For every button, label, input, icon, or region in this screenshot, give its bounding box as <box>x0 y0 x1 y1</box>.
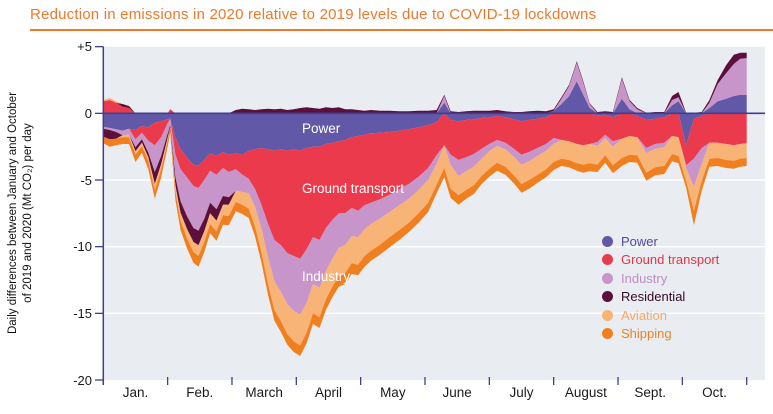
y-tick-label: -5 <box>80 172 92 188</box>
x-month-label: March <box>245 385 283 400</box>
x-month-label: May <box>380 385 406 400</box>
legend-dot-aviation <box>602 309 613 321</box>
legend-label: Power <box>621 233 658 249</box>
legend-dot-industry <box>602 272 613 284</box>
legend-dot-ground-transport <box>602 254 613 266</box>
x-month-label: April <box>314 385 342 400</box>
x-month-label: Sept. <box>634 385 666 400</box>
legend-item-industry: Industry <box>602 269 719 288</box>
legend-dot-power <box>602 235 613 247</box>
area-band-industry <box>103 58 747 114</box>
y-tick-label: -15 <box>73 305 92 321</box>
area-band-power <box>103 81 747 114</box>
y-tick-label: 0 <box>84 105 92 121</box>
x-month-label: Oct. <box>702 385 727 400</box>
legend-item-shipping: Shipping <box>602 325 719 344</box>
legend-item-ground-transport: Ground transport <box>602 251 719 270</box>
area-band-power <box>103 113 747 166</box>
x-month-label: June <box>442 385 472 400</box>
legend-label: Industry <box>621 270 668 286</box>
chart-title: Reduction in emissions in 2020 relative … <box>30 6 597 23</box>
y-tick-label: -20 <box>73 372 92 388</box>
y-axis-title: Daily differences between January and Oc… <box>6 13 36 413</box>
area-label-ground-transport: Ground transport <box>302 181 405 196</box>
legend-item-residential: Residential <box>602 288 719 307</box>
y-axis-title-line2: of 2019 and 2020 (Mt CO₂) per day <box>21 123 34 303</box>
x-month-label: August <box>564 385 607 400</box>
y-tick-label: -10 <box>73 239 92 255</box>
legend: Power Ground transport Industry Residential… <box>602 232 719 343</box>
legend-label: Residential <box>621 289 686 305</box>
legend-label: Aviation <box>621 307 668 323</box>
x-month-label: Feb. <box>186 385 214 400</box>
x-month-label: July <box>509 385 534 400</box>
legend-item-aviation: Aviation <box>602 306 719 325</box>
legend-dot-residential <box>602 291 613 303</box>
area-label-power: Power <box>302 121 341 136</box>
y-tick-label: +5 <box>77 39 92 55</box>
legend-label: Ground transport <box>621 252 720 268</box>
legend-item-power: Power <box>602 232 719 251</box>
y-axis-title-line1: Daily differences between January and Oc… <box>7 91 19 335</box>
legend-label: Shipping <box>621 326 672 342</box>
title-divider <box>30 29 773 31</box>
x-month-label: Jan. <box>122 385 149 400</box>
area-label-industry: Industry <box>302 269 351 284</box>
area-band-ground-transport <box>103 113 747 259</box>
legend-dot-shipping <box>602 328 613 340</box>
